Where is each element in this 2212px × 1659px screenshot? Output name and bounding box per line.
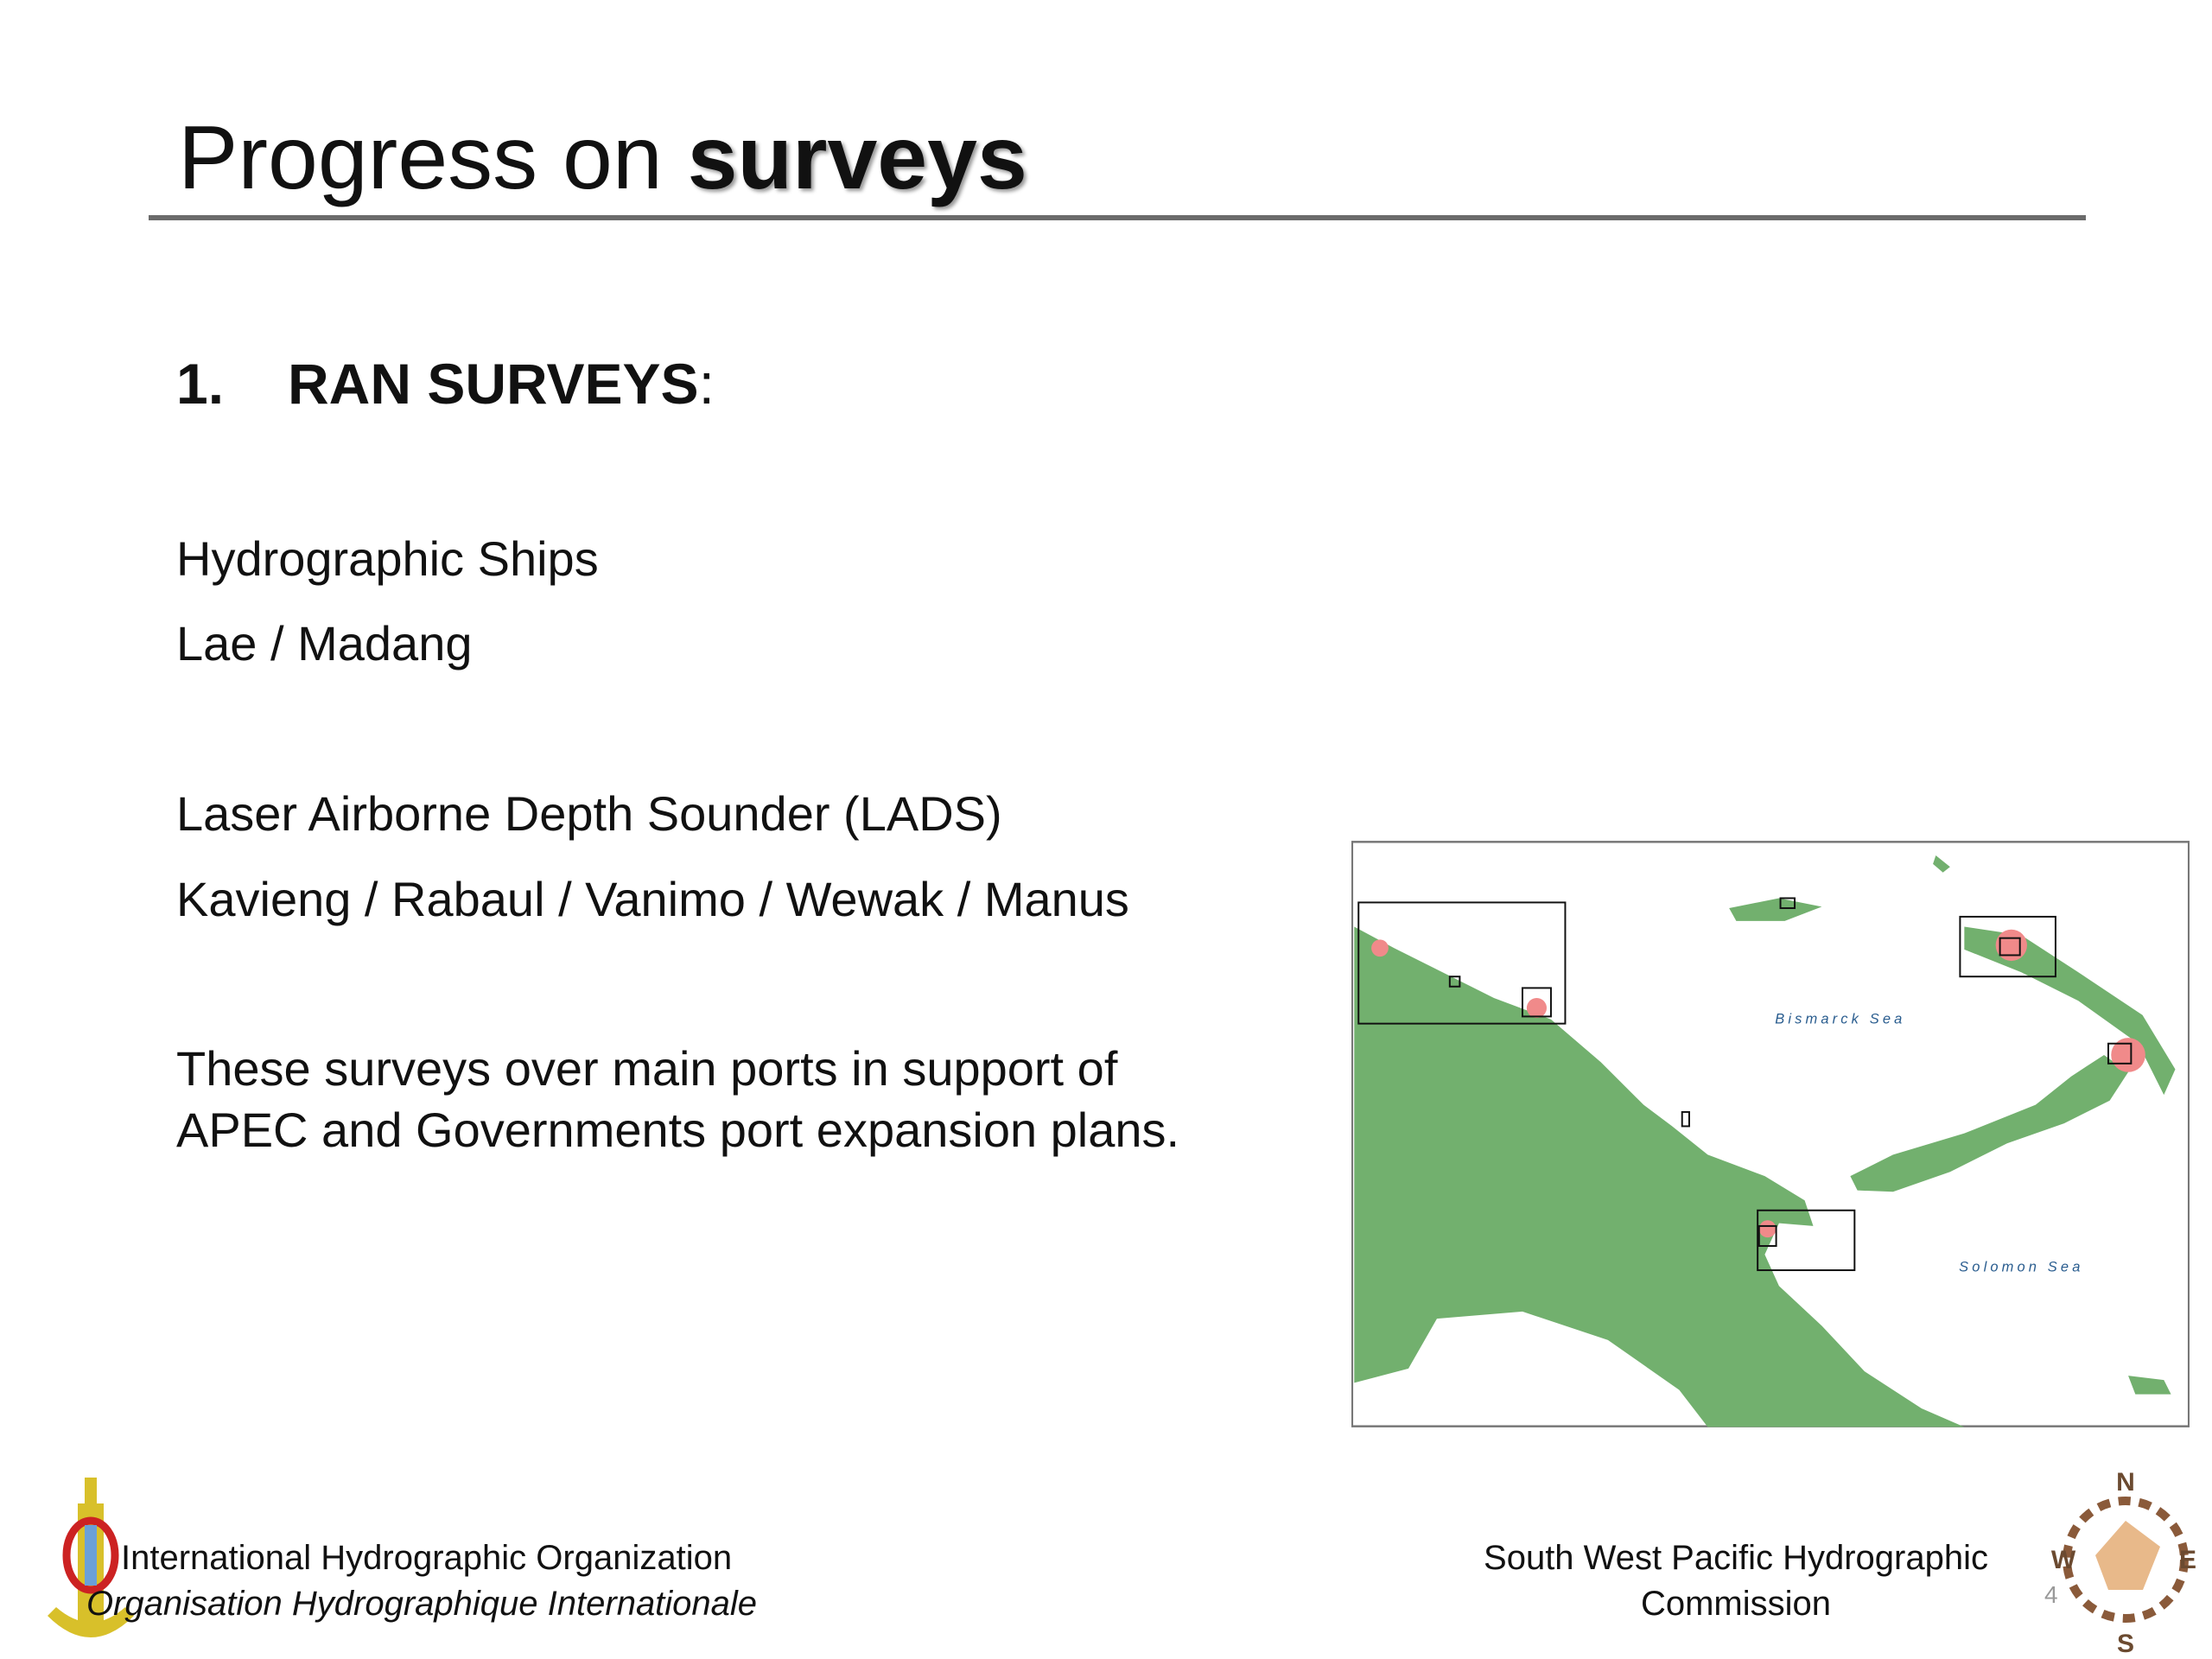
survey-map: Bismarck Sea Solomon Sea <box>1351 841 2190 1427</box>
footer-left: International Hydrographic Organization <box>121 1539 733 1577</box>
land <box>1729 898 1822 921</box>
slide-title: Progress on surveys <box>178 102 1027 214</box>
survey-area <box>1526 997 1548 1019</box>
body-line: Hydrographic Ships <box>176 531 599 586</box>
survey-boxes <box>1357 897 2133 1272</box>
land <box>1964 926 2176 1096</box>
body-line: Lae / Madang <box>176 616 473 671</box>
swphc-logo: N W E S <box>2051 1468 2196 1658</box>
compass-letter: W <box>2051 1546 2076 1574</box>
footer-right: Commission <box>1640 1585 1832 1623</box>
heading-text: RAN SURVEYS <box>288 352 699 416</box>
compass-letter: S <box>2117 1630 2134 1658</box>
footer-right: South West Pacific Hydrographic <box>1484 1539 1988 1577</box>
survey-area <box>1758 1220 1777 1238</box>
land <box>2128 1376 2171 1395</box>
land <box>1354 926 1965 1427</box>
page-number: 4 <box>2044 1581 2058 1608</box>
compass-letter: E <box>2179 1546 2196 1574</box>
title-rule <box>149 215 2086 220</box>
body-line: Laser Airborne Depth Sounder (LADS) <box>176 786 1002 841</box>
section-number: 1. <box>176 352 225 416</box>
title-bold: surveys <box>687 108 1027 208</box>
heading-colon: : <box>698 352 715 416</box>
survey-area <box>1371 939 1389 957</box>
body-line: These surveys over main ports in support… <box>176 1041 1118 1096</box>
compass-letter: N <box>2116 1468 2135 1497</box>
sea-label: Solomon Sea <box>1959 1260 2083 1275</box>
footer-left: Organisation Hydrographique Internationa… <box>86 1585 758 1623</box>
sea-label: Bismarck Sea <box>1775 1012 1905 1027</box>
iho-logo <box>48 1478 134 1637</box>
title-plain: Progress on <box>178 108 688 208</box>
section-heading: RAN SURVEYS: <box>288 349 715 418</box>
body-line: Kavieng / Rabaul / Vanimo / Wewak / Manu… <box>176 872 1129 926</box>
body-line: APEC and Governments port expansion plan… <box>176 1103 1180 1157</box>
land <box>1933 855 1950 873</box>
